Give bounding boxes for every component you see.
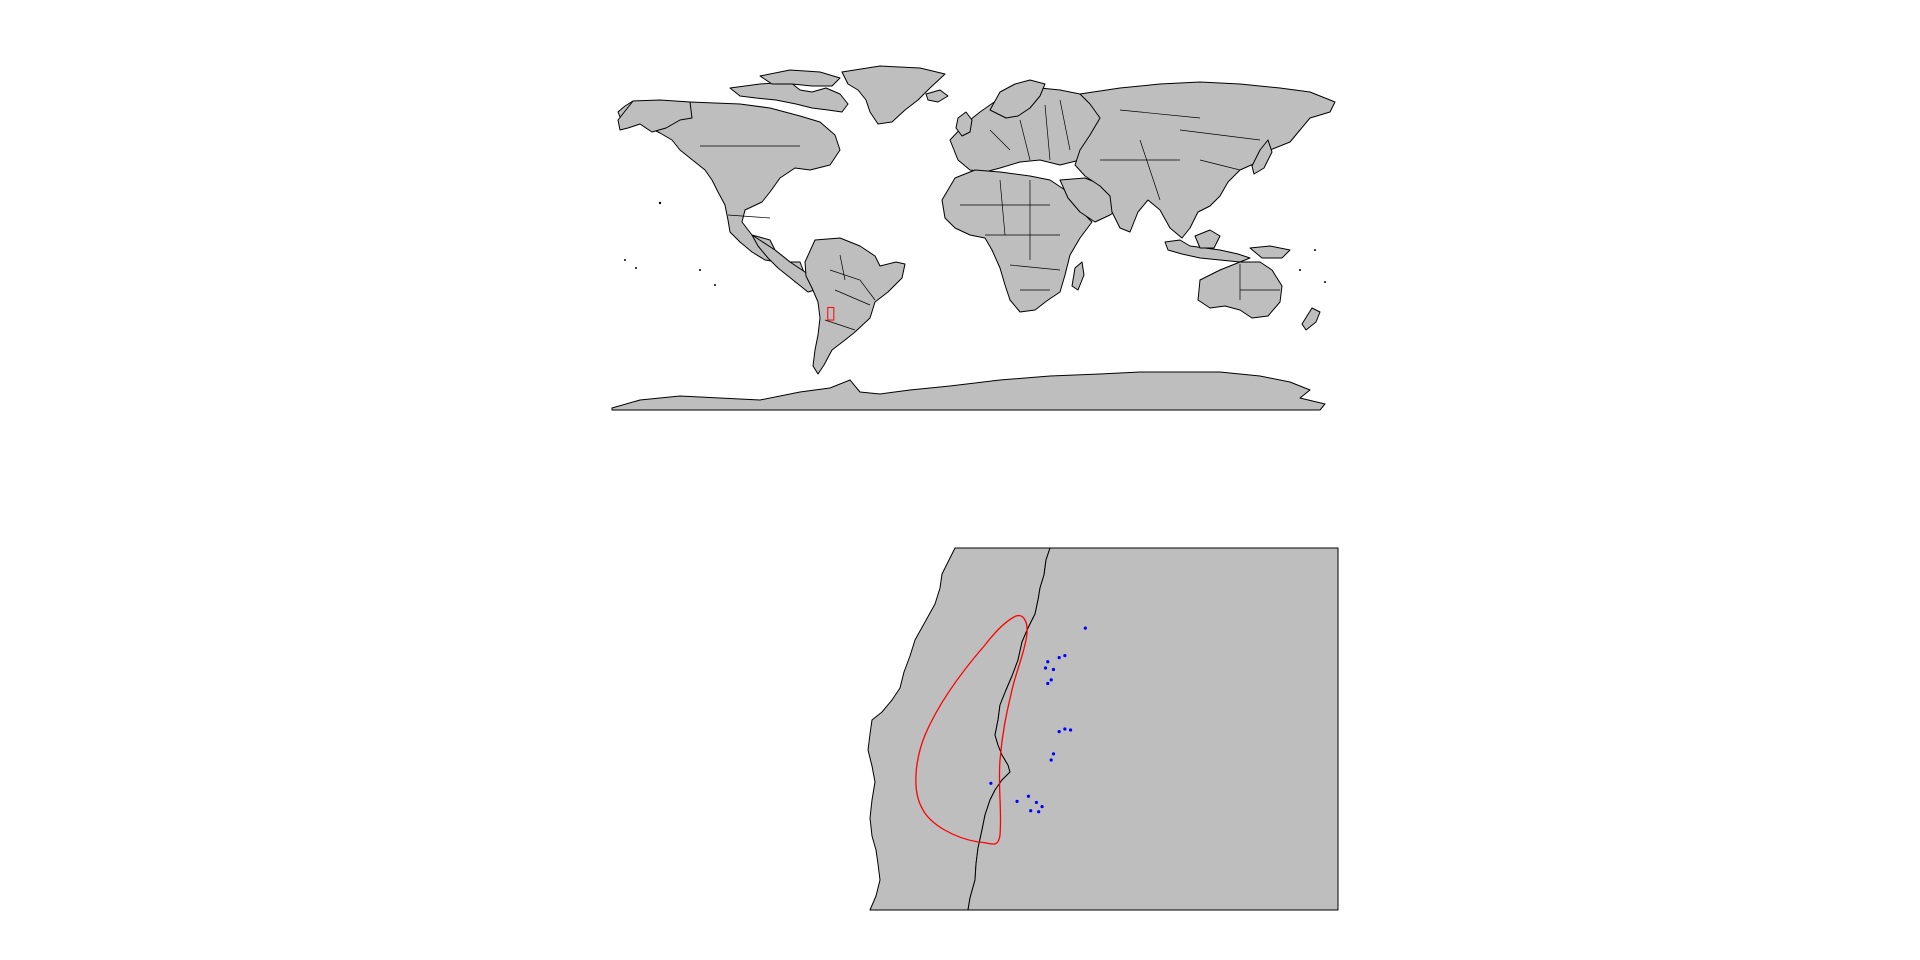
world-map-borders: [700, 99, 1280, 331]
occurrence-points: [989, 626, 1087, 814]
greenland: [841, 65, 946, 125]
zoom-map-land: [867, 547, 1339, 911]
world-map-islands: [624, 201, 1326, 286]
pacific-island: [1324, 281, 1326, 283]
scandinavia: [989, 79, 1046, 119]
occurrence-point: [1049, 678, 1053, 682]
occurrence-point: [1063, 653, 1067, 658]
asia-borders: [1100, 109, 1261, 201]
occurrence-point: [1026, 794, 1031, 798]
japan: [1251, 139, 1273, 175]
occurrence-point: [1057, 656, 1061, 660]
occurrence-point: [1046, 660, 1050, 664]
africa: [941, 169, 1093, 313]
occurrence-point: [1063, 727, 1067, 731]
canadian-arctic: [729, 81, 849, 113]
occurrence-point: [1083, 626, 1087, 630]
antarctica: [611, 371, 1326, 411]
occurrence-point: [1040, 804, 1044, 809]
europe-borders: [989, 99, 1071, 161]
occurrence-point: [1057, 729, 1061, 734]
pacific-island: [1299, 269, 1301, 271]
pacific-island: [699, 269, 701, 271]
hawaii: [658, 201, 662, 205]
new-guinea: [1249, 245, 1291, 259]
pacific-island: [624, 259, 626, 261]
pacific-island: [714, 284, 716, 286]
indonesia: [1164, 239, 1251, 263]
us-mexico-border: [727, 214, 771, 219]
occurrence-point: [1068, 728, 1073, 732]
pacific-island: [1314, 249, 1316, 251]
occurrence-point: [1051, 752, 1056, 756]
occurrence-point: [1046, 681, 1050, 686]
occurrence-point: [1029, 809, 1033, 813]
borneo: [1194, 229, 1221, 249]
world-highlight-box: [827, 306, 835, 321]
iceland: [925, 89, 949, 103]
asia: [1074, 81, 1336, 239]
madagascar: [1071, 261, 1085, 291]
south-america-borders: [824, 254, 876, 331]
uk: [955, 111, 973, 137]
occurrence-point: [1043, 666, 1048, 670]
south-america: [804, 237, 906, 375]
new-zealand: [1301, 307, 1321, 331]
alaska: [617, 99, 693, 133]
world-map-land: [611, 65, 1336, 411]
occurrence-point: [1037, 810, 1041, 814]
central-america: [751, 234, 816, 293]
species-range-polygon: [915, 615, 1028, 845]
occurrence-point: [1049, 758, 1053, 762]
australia-borders: [1239, 264, 1280, 300]
occurrence-point: [1034, 800, 1039, 805]
occurrence-point: [1015, 799, 1019, 804]
pacific-island: [635, 267, 637, 269]
occurrence-point: [989, 781, 993, 785]
argentina-land: [967, 547, 1339, 911]
occurrence-point: [1051, 667, 1056, 672]
arctic-islands: [759, 69, 841, 87]
africa-borders: [960, 179, 1061, 291]
